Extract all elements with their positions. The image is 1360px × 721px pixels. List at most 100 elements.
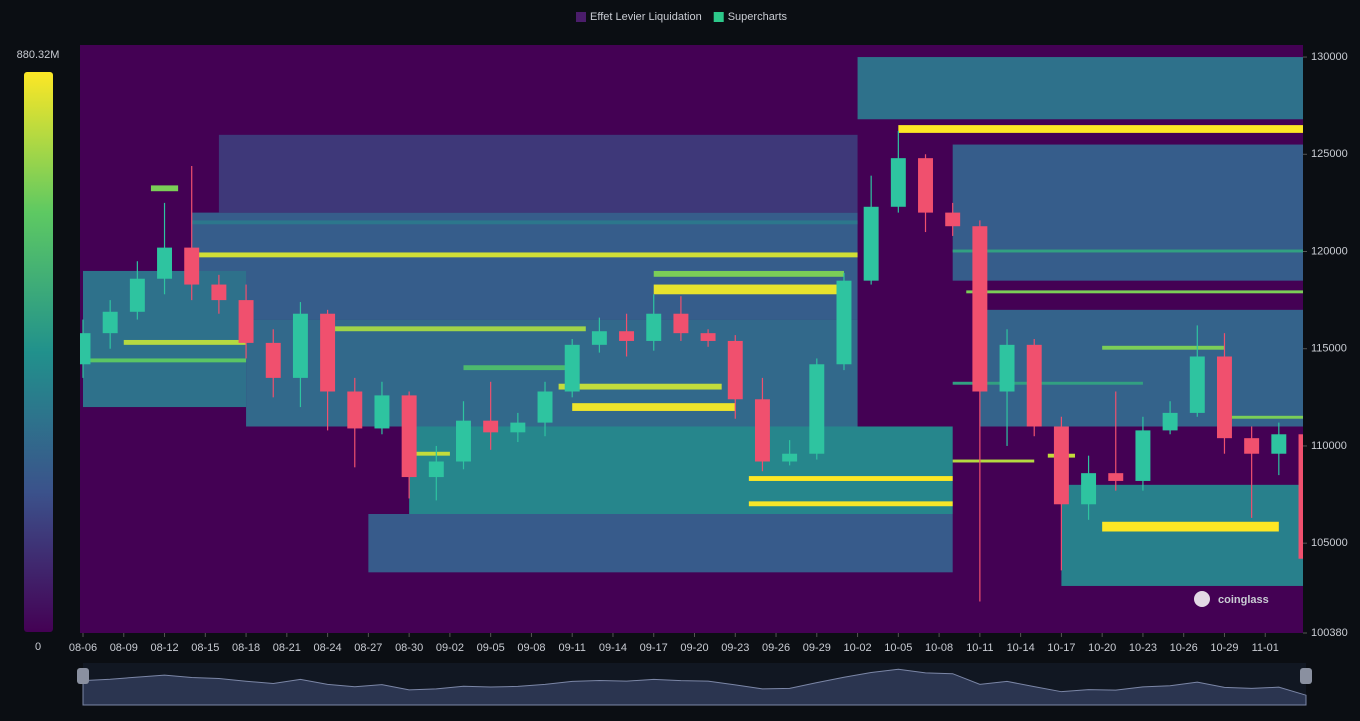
candle-body xyxy=(646,313,662,341)
x-tick-label: 09-29 xyxy=(803,642,831,654)
candle-body xyxy=(265,342,281,378)
x-tick-label: 10-14 xyxy=(1007,642,1035,654)
liquidation-level xyxy=(653,284,844,295)
candle-body xyxy=(700,333,716,341)
legend-swatch xyxy=(713,12,724,22)
x-tick-label: 08-15 xyxy=(191,642,219,654)
navigator-area xyxy=(82,668,1307,706)
candle-body xyxy=(510,422,526,433)
x-tick-label: 08-12 xyxy=(150,642,178,654)
x-tick-label: 10-23 xyxy=(1129,642,1157,654)
candle-body xyxy=(945,212,961,227)
x-tick-label: 10-26 xyxy=(1170,642,1198,654)
candle-body xyxy=(292,313,308,378)
liquidation-level xyxy=(1224,415,1303,419)
liquidation-level xyxy=(572,403,736,411)
legend: Effet Levier Liquidation Supercharts xyxy=(576,11,788,23)
legend-swatch xyxy=(576,12,586,22)
candle-body xyxy=(727,340,743,400)
candle-body xyxy=(782,453,798,462)
candle-body xyxy=(1135,430,1151,481)
liquidation-level xyxy=(218,134,858,213)
watermark-logo xyxy=(1194,591,1210,607)
candle-body xyxy=(972,226,988,392)
candle-body xyxy=(754,399,770,462)
candle-body xyxy=(1162,412,1178,431)
colorbar xyxy=(24,72,53,632)
colorbar-label: 880.32M xyxy=(17,49,60,61)
candle-body xyxy=(809,364,825,454)
liquidation-level xyxy=(857,57,1303,120)
liquidation-level xyxy=(748,501,953,507)
candle-body xyxy=(836,280,852,365)
y-tick-label: 115000 xyxy=(1311,343,1347,355)
x-tick-label: 11-01 xyxy=(1252,642,1279,654)
liquidation-level xyxy=(409,426,953,514)
candle-body xyxy=(537,391,553,423)
y-tick-label: 110000 xyxy=(1311,440,1347,452)
watermark: coinglass xyxy=(1218,594,1269,606)
liquidation-level xyxy=(191,220,858,225)
candle-body xyxy=(591,331,607,345)
candle-body xyxy=(1244,438,1260,454)
y-tick-label: 100380 xyxy=(1311,627,1348,639)
candle-body xyxy=(1271,434,1287,454)
x-tick-label: 10-29 xyxy=(1210,642,1238,654)
x-tick-label: 09-14 xyxy=(599,642,627,654)
legend-label[interactable]: Supercharts xyxy=(728,11,788,23)
liquidation-level xyxy=(898,125,1303,133)
navigator-handle[interactable] xyxy=(1300,668,1312,684)
liquidation-level xyxy=(83,358,247,363)
x-tick-label: 10-11 xyxy=(966,642,993,654)
liquidation-level xyxy=(1102,345,1225,350)
x-tick-label: 09-02 xyxy=(436,642,464,654)
liquidation-level xyxy=(191,252,858,258)
liquidation-level xyxy=(653,270,844,277)
candle-body xyxy=(320,313,336,392)
legend-label[interactable]: Effet Levier Liquidation xyxy=(590,11,702,23)
candle-body xyxy=(80,333,91,365)
x-tick-label: 09-23 xyxy=(721,642,749,654)
x-tick-label: 10-05 xyxy=(884,642,912,654)
candle-body xyxy=(184,247,200,285)
x-tick-label: 09-05 xyxy=(477,642,505,654)
candle-body xyxy=(456,420,471,462)
x-tick-label: 08-06 xyxy=(69,642,97,654)
colorbar-label: 0 xyxy=(35,641,41,653)
x-tick-label: 08-09 xyxy=(110,642,138,654)
x-tick-label: 09-08 xyxy=(517,642,545,654)
candle-body xyxy=(1081,473,1097,505)
candle-body xyxy=(211,284,227,301)
x-tick-label: 08-24 xyxy=(314,642,342,654)
candle-body xyxy=(890,158,906,207)
candle-body xyxy=(102,311,118,334)
liquidation-level xyxy=(558,383,722,390)
candle-body xyxy=(863,206,879,281)
candle-body xyxy=(1026,344,1042,427)
candle-body xyxy=(918,158,933,213)
candle-body xyxy=(483,420,499,433)
liquidation-level xyxy=(952,144,1303,281)
liquidation-level xyxy=(463,365,573,371)
x-tick-label: 08-21 xyxy=(273,642,301,654)
liquidation-level xyxy=(952,459,1035,463)
x-tick-label: 10-08 xyxy=(925,642,953,654)
x-tick-label: 08-27 xyxy=(354,642,382,654)
candle-body xyxy=(564,344,580,392)
y-tick-label: 130000 xyxy=(1311,51,1348,63)
liquidation-level xyxy=(966,290,1303,294)
liquidation-level xyxy=(191,212,858,320)
candle-body xyxy=(999,344,1015,392)
x-tick-label: 08-18 xyxy=(232,642,260,654)
candle-body xyxy=(619,331,635,341)
candle-body xyxy=(374,395,390,429)
candle-body xyxy=(129,278,145,312)
liquidation-level xyxy=(952,249,1303,253)
x-tick-label: 09-26 xyxy=(762,642,790,654)
liquidation-level xyxy=(748,476,953,481)
x-tick-label: 10-17 xyxy=(1047,642,1075,654)
candle-body xyxy=(238,300,254,343)
navigator-handle[interactable] xyxy=(77,668,89,684)
